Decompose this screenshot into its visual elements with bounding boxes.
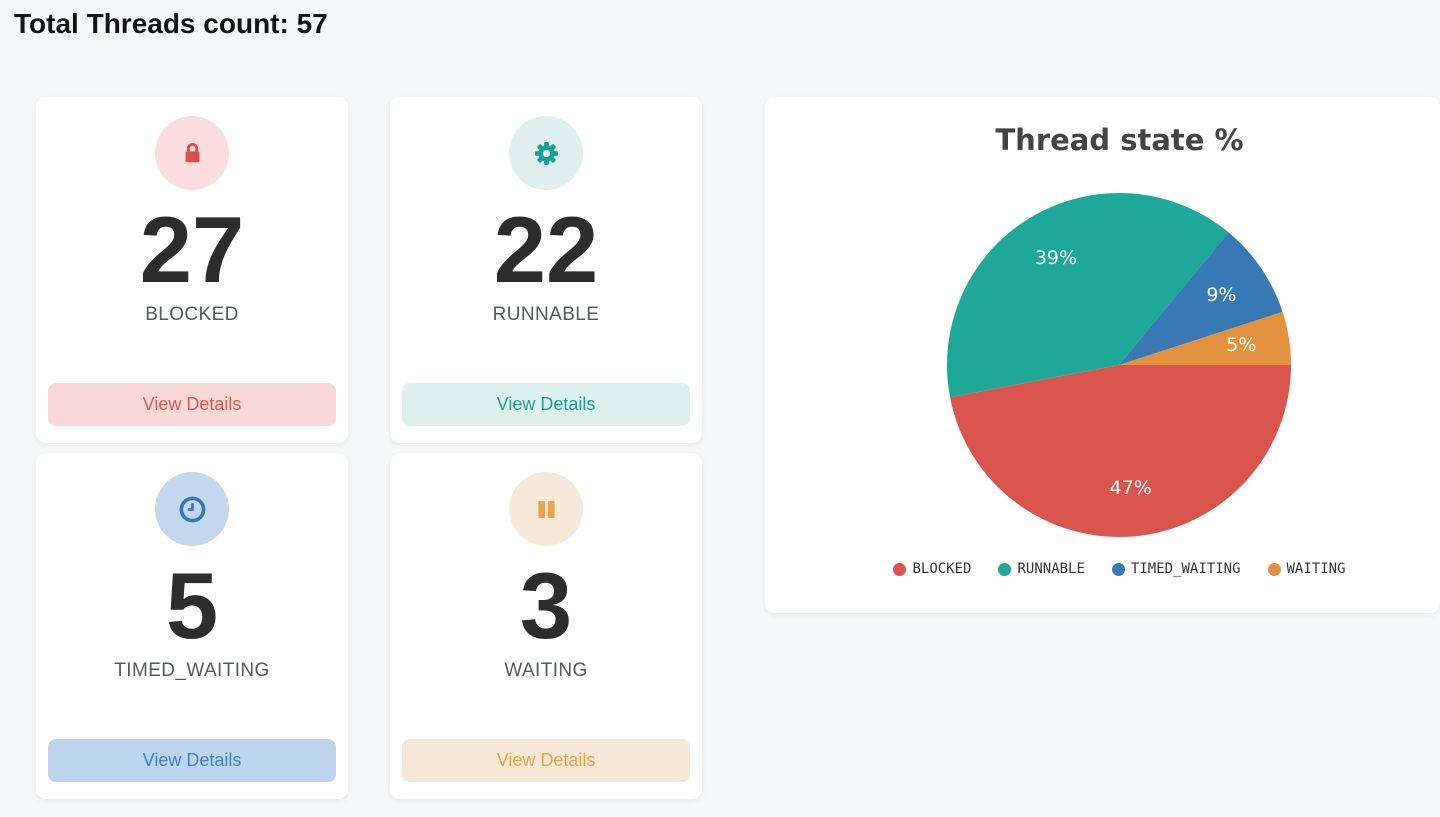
thread-count: 3	[519, 553, 573, 658]
thread-state-label: WAITING	[504, 660, 588, 681]
thread-count: 5	[165, 553, 219, 658]
clock-icon	[179, 496, 205, 522]
legend-label: RUNNABLE	[1017, 561, 1085, 577]
legend-item-runnable[interactable]: RUNNABLE	[998, 561, 1085, 577]
pie-slice-timed_waiting[interactable]	[1119, 232, 1283, 365]
legend-item-timed_waiting[interactable]: TIMED_WAITING	[1111, 561, 1241, 577]
pie-slice-label: 47%	[1110, 477, 1152, 499]
icon-circle	[155, 472, 229, 546]
legend-dot	[1267, 562, 1281, 576]
legend-item-blocked[interactable]: BLOCKED	[893, 561, 971, 577]
stat-card-timed-waiting: 5 TIMED_WAITING View Details	[36, 453, 348, 799]
legend-dot	[998, 562, 1012, 576]
thread-count: 27	[139, 197, 245, 302]
pie-slice-waiting[interactable]	[1119, 311, 1291, 365]
legend-dot	[1111, 562, 1125, 576]
gear-icon	[534, 141, 558, 165]
thread-state-label: RUNNABLE	[492, 304, 600, 325]
legend-label: BLOCKED	[912, 561, 972, 577]
icon-circle	[509, 116, 583, 190]
legend-item-waiting[interactable]: WAITING	[1267, 561, 1346, 577]
view-details-button-timed-waiting[interactable]: View Details	[48, 739, 336, 782]
pie-slice-label: 9%	[1206, 284, 1236, 306]
thread-state-chart-card: Thread state % 47% 39% 9% 5% BLOCKED RUNNABL…	[765, 97, 1440, 613]
view-details-button-blocked[interactable]: View Details	[48, 383, 336, 426]
pie-slice-runnable[interactable]	[947, 193, 1229, 398]
icon-circle	[509, 472, 583, 546]
page-title: Total Threads count: 57	[14, 8, 328, 39]
stat-card-waiting: 3 WAITING View Details	[390, 453, 702, 799]
pie-slice-label: 5%	[1226, 334, 1256, 356]
pie-slice-blocked[interactable]	[950, 365, 1291, 538]
legend-dot	[893, 562, 907, 576]
lock-icon	[185, 142, 199, 162]
stat-card-blocked: 27 BLOCKED View Details	[36, 97, 348, 443]
chart-title: Thread state %	[995, 123, 1244, 157]
thread-state-label: BLOCKED	[145, 304, 239, 325]
legend-label: WAITING	[1286, 561, 1346, 577]
thread-count: 22	[493, 197, 599, 302]
chart-legend: BLOCKED RUNNABLE TIMED_WAITING WAITING	[782, 561, 1440, 577]
pie-chart: 47% 39% 9% 5%	[947, 193, 1291, 538]
legend-label: TIMED_WAITING	[1130, 561, 1241, 577]
stat-card-runnable: 22 RUNNABLE View Details	[390, 97, 702, 443]
view-details-button-waiting[interactable]: View Details	[402, 739, 690, 782]
thread-state-label: TIMED_WAITING	[114, 660, 270, 681]
view-details-button-runnable[interactable]: View Details	[402, 383, 690, 426]
icon-circle	[155, 116, 229, 190]
pause-icon	[537, 500, 555, 518]
pie-slice-label: 39%	[1035, 247, 1077, 269]
